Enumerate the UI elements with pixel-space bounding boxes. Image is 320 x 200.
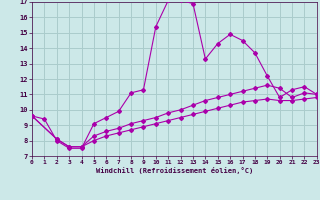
X-axis label: Windchill (Refroidissement éolien,°C): Windchill (Refroidissement éolien,°C) [96, 167, 253, 174]
